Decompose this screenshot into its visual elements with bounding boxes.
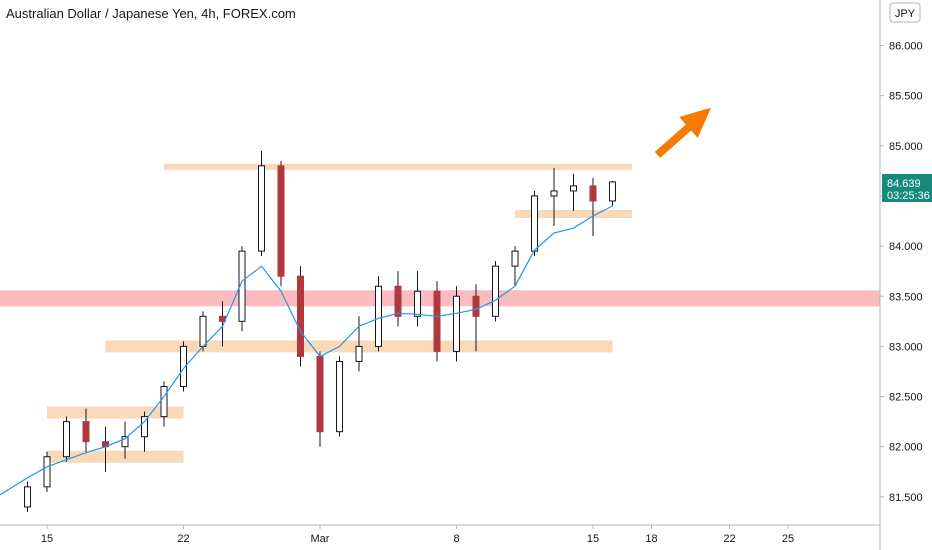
- candle-2021-03-05[interactable]: [394, 271, 402, 327]
- candle-body: [336, 360, 343, 433]
- candle-2021-03-07[interactable]: [433, 281, 441, 362]
- candle-body: [355, 345, 363, 362]
- candle-2021-03-12[interactable]: [531, 190, 538, 257]
- current-price-value: 84.639: [887, 178, 921, 190]
- candle-2021-02-15[interactable]: [43, 451, 51, 492]
- moving-average-line: [0, 205, 613, 496]
- candle-body: [414, 290, 421, 317]
- candle-body: [531, 195, 538, 252]
- y-tick-label: 83.000: [889, 341, 923, 353]
- candle-2021-03-02[interactable]: [336, 356, 343, 437]
- candle-2021-02-22[interactable]: [180, 341, 187, 392]
- x-tick-label: 22: [723, 533, 735, 545]
- candle-body: [589, 185, 597, 202]
- zone-orange-1[interactable]: [515, 209, 632, 219]
- y-tick-label: 83.500: [889, 291, 923, 303]
- trend-arrow[interactable]: [654, 107, 711, 158]
- y-tick-label: 85.500: [889, 91, 923, 103]
- candle-body: [180, 345, 187, 388]
- candle-body: [472, 295, 480, 317]
- candle-2021-03-15[interactable]: [589, 177, 597, 237]
- candle-2021-02-27[interactable]: [277, 160, 285, 287]
- candle-2021-02-23[interactable]: [199, 311, 207, 352]
- candle-2021-02-21[interactable]: [160, 381, 168, 427]
- candle-body: [277, 165, 285, 277]
- candle-body: [453, 295, 460, 352]
- candle-body: [492, 265, 499, 317]
- candle-2021-02-28[interactable]: [297, 266, 304, 367]
- x-tick-label: 8: [453, 533, 459, 545]
- x-tick-label: 18: [645, 533, 657, 545]
- candle-body: [43, 456, 51, 488]
- chart-title: Australian Dollar / Japanese Yen, 4h, FO…: [6, 6, 296, 21]
- currency-badge[interactable]: JPY: [889, 2, 921, 23]
- candle-body: [121, 436, 129, 448]
- x-tick-label: 15: [41, 533, 53, 545]
- current-price-label: 84.639 03:25:36: [882, 174, 932, 203]
- candle-body: [238, 250, 246, 322]
- candle-body: [63, 421, 70, 458]
- candle-2021-02-19[interactable]: [121, 421, 129, 459]
- y-tick-label: 81.500: [889, 492, 923, 504]
- arrow-shape: [654, 107, 711, 158]
- candle-body: [199, 315, 207, 347]
- x-tick-label: Mar: [311, 533, 330, 545]
- moving-average-layer: [0, 205, 613, 496]
- y-tick-label: 86.000: [889, 41, 923, 53]
- candle-2021-03-16[interactable]: [609, 180, 616, 206]
- candle-body: [394, 285, 402, 317]
- candle-body: [297, 275, 304, 357]
- y-tick-label: 82.000: [889, 442, 923, 454]
- zone-orange-0[interactable]: [164, 163, 632, 170]
- candle-2021-02-14[interactable]: [24, 481, 31, 512]
- currency-label: JPY: [895, 8, 916, 20]
- bar-countdown: 03:25:36: [887, 190, 930, 202]
- y-tick-label: 85.000: [889, 141, 923, 153]
- candle-2021-02-24[interactable]: [219, 301, 226, 347]
- candle-body: [141, 416, 148, 438]
- candle-body: [82, 421, 90, 443]
- candle-body: [609, 181, 616, 202]
- candle-2021-02-17[interactable]: [82, 408, 90, 452]
- arrow-layer: [654, 107, 711, 158]
- candle-2021-02-16[interactable]: [63, 416, 70, 462]
- candle-2021-03-04[interactable]: [375, 276, 382, 352]
- candle-body: [258, 165, 265, 252]
- candle-2021-02-25[interactable]: [238, 246, 246, 332]
- candle-2021-03-13[interactable]: [550, 167, 558, 227]
- candle-body: [375, 285, 382, 347]
- candle-2021-03-10[interactable]: [492, 261, 499, 322]
- candle-2021-03-03[interactable]: [355, 316, 363, 372]
- candle-2021-02-18[interactable]: [102, 426, 109, 472]
- candle-body: [160, 386, 168, 418]
- candle-2021-03-01[interactable]: [316, 351, 324, 447]
- x-tick-label: 22: [177, 533, 189, 545]
- candles-layer: [24, 150, 616, 512]
- x-tick-label: 15: [587, 533, 599, 545]
- candle-body: [550, 190, 558, 197]
- candle-2021-02-20[interactable]: [141, 411, 148, 452]
- candle-2021-03-11[interactable]: [511, 246, 519, 287]
- y-tick-label: 84.000: [889, 241, 923, 253]
- candle-body: [433, 290, 441, 352]
- x-tick-label: 25: [782, 533, 794, 545]
- candle-2021-03-14[interactable]: [570, 173, 577, 211]
- candle-2021-03-08[interactable]: [453, 286, 460, 362]
- candle-body: [511, 250, 519, 267]
- candle-2021-03-09[interactable]: [472, 284, 480, 352]
- candle-body: [316, 355, 324, 433]
- zone-orange-5[interactable]: [47, 450, 184, 463]
- candle-body: [24, 486, 31, 508]
- candle-body: [570, 185, 577, 192]
- candle-2021-02-26[interactable]: [258, 150, 265, 257]
- y-tick-label: 82.500: [889, 392, 923, 404]
- candle-2021-03-06[interactable]: [414, 271, 421, 327]
